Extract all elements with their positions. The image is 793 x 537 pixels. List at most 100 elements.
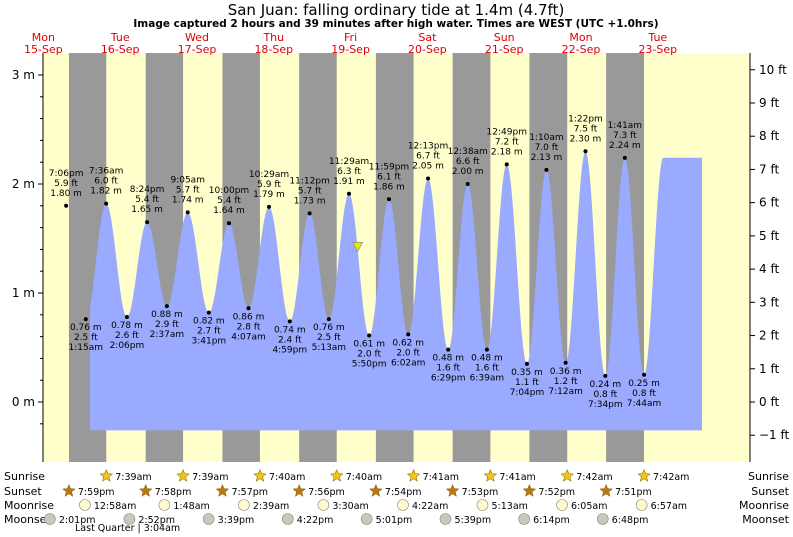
moonset-icon [439,513,452,525]
low-tide-label: 1.6 ft [475,364,499,374]
low-tide-label: 2:37am [150,330,185,340]
low-tide-point [603,373,608,378]
moonrise-row-label-right: Moonrise [739,499,789,512]
moonset-time: 6:14pm [533,515,570,526]
sunrise-icon [99,468,114,482]
high-tide-point [583,149,588,154]
high-tide-label: 5.4 ft [135,195,159,205]
low-tide-label: 0.76 m [70,323,102,333]
date-label: 18-Sep [254,43,293,56]
low-tide-point [124,314,129,319]
high-tide-point [347,191,351,196]
sunset-time: 7:51pm [615,487,652,498]
sunrise-icon [560,468,575,482]
low-tide-label: 0.86 m [233,312,265,322]
moonrise-time: 12:58am [94,501,136,512]
high-tide-label: 1.65 m [131,205,163,215]
low-tide-label: 0.78 m [111,321,143,331]
high-tide-label: 1.73 m [294,196,326,206]
high-tide-label: 2.05 m [412,162,444,172]
high-tide-label: 10:29am [249,170,289,180]
low-tide-label: 1.6 ft [436,364,460,374]
day-of-week-label: Sat [418,31,437,44]
low-tide-label: 2.6 ft [115,331,139,341]
low-tide-label: 1.1 ft [515,378,539,388]
low-tide-label: 0.24 m [589,380,621,390]
sunrise-time: 7:40am [346,472,382,483]
high-tide-label: 11:12pm [289,176,329,186]
high-tide-label: 2.13 m [531,153,563,163]
high-tide-label: 1:10am [529,133,564,143]
low-tide-point [484,347,489,352]
low-tide-label: 4:59pm [272,345,307,355]
sunset-time: 7:57pm [231,487,268,498]
high-tide-label: 1:22pm [568,114,603,124]
date-label: 21-Sep [485,43,524,56]
sunset-time: 7:54pm [385,487,422,498]
high-tide-label: 1.79 m [253,190,285,200]
low-tide-point [642,372,647,377]
moon-phase-note: Last Quarter | 3:04am [75,523,180,534]
high-tide-point [267,204,271,209]
low-tide-label: 7:44am [627,399,662,409]
low-tide-label: 7:34pm [588,400,623,410]
sunrise-icon [483,468,498,482]
high-tide-label: 7:36am [89,167,124,177]
sunset-time: 7:52pm [538,487,575,498]
low-tide-label: 0.35 m [511,368,543,378]
day-of-week-label: Fri [344,31,357,44]
low-tide-label: 7:04pm [510,388,545,398]
low-tide-point [164,304,169,309]
high-tide-label: 7.5 ft [574,124,598,134]
low-tide-point [326,317,331,322]
sunset-row-label-right: Sunset [751,485,789,498]
high-tide-label: 10:00pm [209,186,249,196]
high-tide-label: 7.2 ft [495,137,519,147]
high-tide-label: 12:38am [448,147,488,157]
high-tide-label: 5.9 ft [54,179,78,189]
moonrise-icon [79,499,91,511]
low-tide-label: 0.76 m [313,323,345,333]
right-tick-label: 3 ft [759,295,779,309]
moonset-icon [123,513,136,525]
current-tide-marker [352,242,364,253]
moonrise-icon [476,499,489,511]
moonset-time: 5:01pm [376,515,413,526]
moonset-icon [360,513,373,525]
low-tide-label: 0.62 m [392,338,424,348]
moonset-icon [281,513,294,525]
low-tide-point [563,360,568,365]
low-tide-label: 6:02am [391,358,426,368]
high-tide-point [387,197,391,202]
low-tide-label: 3:41pm [191,337,226,347]
moonrise-time: 6:57am [651,501,687,512]
high-tide-point [185,210,190,215]
sunrise-time: 7:42am [576,472,612,483]
high-tide-point [307,211,312,216]
sunset-time: 7:59pm [78,487,115,498]
sunset-icon [369,483,383,497]
high-tide-label: 1.80 m [50,189,82,199]
moonset-row-label-right: Moonset [742,513,789,526]
left-tick-label: 3 m [12,68,35,82]
right-tick-label: 9 ft [759,96,779,110]
high-tide-point [64,203,69,208]
sunrise-time: 7:41am [499,472,535,483]
high-tide-point [504,162,509,167]
high-tide-label: 11:59pm [369,162,409,172]
sunset-icon [138,483,153,497]
day-labels: Mon15-SepTue16-SepWed17-SepThu18-SepFri1… [24,31,677,56]
sunset-icon [292,483,307,497]
high-tide-label: 5.7 ft [176,185,200,195]
low-tide-label: 0.8 ft [632,389,656,399]
high-tide-label: 8:24pm [130,185,165,195]
moonset-row-label-left: Moonset [4,513,51,526]
right-tick-label: 6 ft [759,196,779,210]
moonrise-row-label-left: Moonrise [4,499,54,512]
date-label: 20-Sep [408,43,447,56]
date-label: 16-Sep [101,43,140,56]
low-tide-label: 2:06pm [110,341,145,351]
low-tide-label: 2.4 ft [278,335,302,345]
